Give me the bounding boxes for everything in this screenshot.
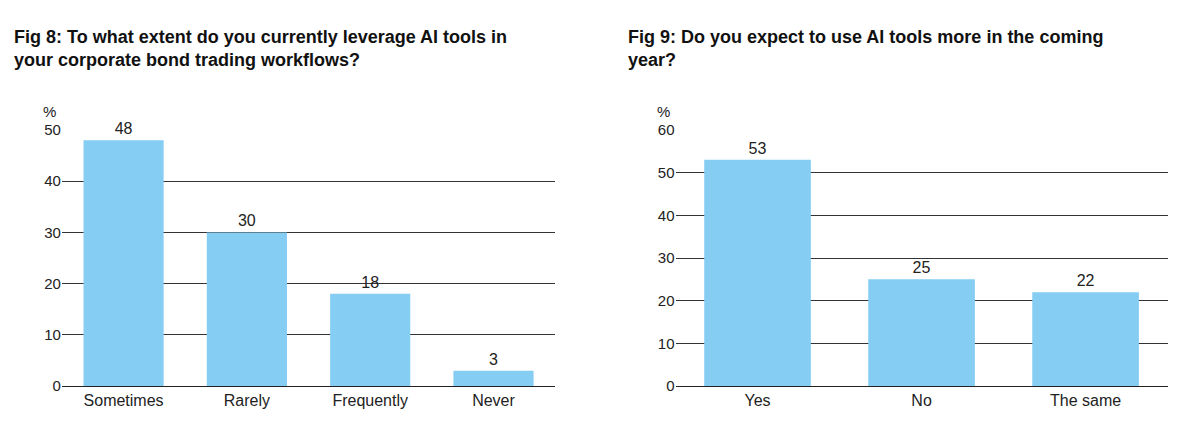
svg-text:22: 22 [1077,272,1095,289]
svg-text:53: 53 [749,140,767,157]
svg-text:30: 30 [238,212,256,229]
svg-text:20: 20 [658,292,675,309]
svg-text:3: 3 [489,351,498,368]
svg-text:18: 18 [361,274,379,291]
svg-text:0: 0 [666,377,674,394]
svg-text:10: 10 [44,326,61,343]
svg-text:Frequently: Frequently [332,392,408,409]
svg-text:60: 60 [658,121,675,138]
svg-text:Fig 8: To what extent do you c: Fig 8: To what extent do you currently l… [14,27,507,70]
svg-text:Sometimes: Sometimes [84,392,164,409]
svg-text:40: 40 [658,207,675,224]
svg-text:The same: The same [1050,392,1121,409]
svg-text:Fig 9: Do you expect to use AI: Fig 9: Do you expect to use AI tools mor… [628,27,1103,70]
svg-text:30: 30 [44,224,61,241]
svg-text:20: 20 [44,275,61,292]
svg-text:50: 50 [44,121,61,138]
svg-text:Never: Never [472,392,515,409]
svg-text:%: % [43,103,56,120]
svg-text:40: 40 [44,172,61,189]
svg-text:0: 0 [53,377,61,394]
svg-text:Rarely: Rarely [224,392,270,409]
svg-text:25: 25 [913,259,931,276]
svg-text:50: 50 [658,164,675,181]
svg-text:48: 48 [115,120,133,137]
svg-text:%: % [657,103,670,120]
svg-text:Yes: Yes [744,392,770,409]
svg-text:No: No [911,392,932,409]
svg-text:30: 30 [658,249,675,266]
svg-text:10: 10 [658,335,675,352]
